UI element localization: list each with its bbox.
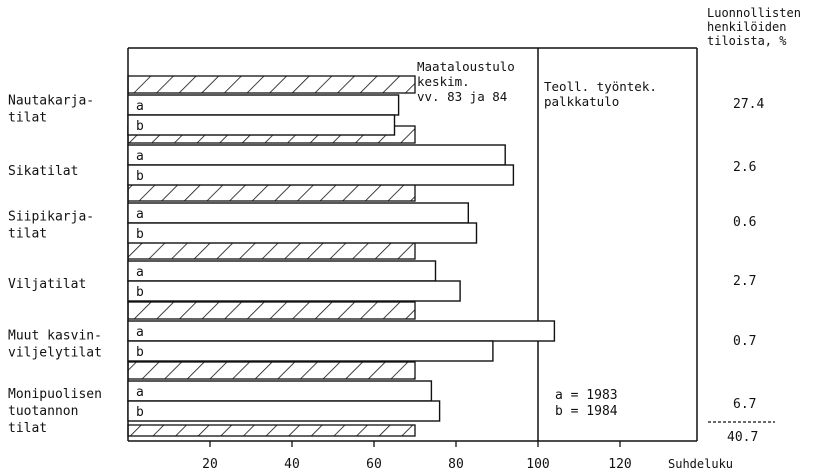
share-total: 40.7 xyxy=(727,430,758,445)
x-tick-label-80: 80 xyxy=(448,457,464,472)
legend-entry-1: b = 1984 xyxy=(555,404,618,419)
bar-a-2 xyxy=(127,202,469,224)
plot-area xyxy=(127,47,775,447)
share-header-0: Luonnollisten xyxy=(707,6,801,20)
reference-line-label-1: palkkatulo xyxy=(544,94,619,109)
x-tick-label-100: 100 xyxy=(526,457,549,472)
bar-b-5 xyxy=(127,400,441,422)
share-value-5: 6.7 xyxy=(733,397,756,412)
x-tick-label-20: 20 xyxy=(202,457,218,472)
reference-bar-3 xyxy=(127,241,416,260)
bar-letter-a-2: a xyxy=(136,207,144,222)
reference-bar-6 xyxy=(127,424,416,437)
x-tick-label-120: 120 xyxy=(608,457,631,472)
x-tick-label-40: 40 xyxy=(284,457,300,472)
share-value-3: 2.7 xyxy=(733,274,756,289)
bar-letter-b-4: b xyxy=(136,345,144,360)
bar-b-4 xyxy=(127,340,494,362)
bar-a-4 xyxy=(127,320,556,342)
share-value-0: 27.4 xyxy=(733,97,764,112)
category-label-2-1: tilat xyxy=(8,227,47,242)
category-label-0-0: Nautakarja- xyxy=(8,94,94,109)
bar-letter-b-2: b xyxy=(136,227,144,242)
share-value-1: 2.6 xyxy=(733,160,756,175)
bar-letter-b-3: b xyxy=(136,285,144,300)
share-header-1: henkilöiden xyxy=(707,20,786,34)
category-label-4-0: Muut kasvin- xyxy=(8,329,102,344)
x-axis-label: Suhdeluku xyxy=(668,457,733,471)
bar-a-3 xyxy=(127,260,437,282)
category-label-5-2: tilat xyxy=(8,421,47,436)
reference-line-label-0: Teoll. työntek. xyxy=(544,79,657,94)
share-value-4: 0.7 xyxy=(733,334,756,349)
bar-letter-a-0: a xyxy=(136,99,144,114)
bar-letter-b-5: b xyxy=(136,405,144,420)
bar-letter-a-3: a xyxy=(136,265,144,280)
category-label-4-1: viljelytilat xyxy=(8,346,102,361)
bar-a-5 xyxy=(127,380,433,402)
share-value-2: 0.6 xyxy=(733,215,756,230)
labels: 20 40 60 80 100 120 SuhdelukuababababababNauta… xyxy=(8,6,801,472)
bar-letter-a-5: a xyxy=(136,385,144,400)
reference-bar-label-1: keskim. xyxy=(417,74,470,89)
category-label-5-1: tuotannon xyxy=(8,404,78,419)
bar-letter-a-4: a xyxy=(136,325,144,340)
bar-b-1 xyxy=(127,164,515,186)
category-label-5-0: Monipuolisen xyxy=(8,387,102,402)
x-tick-label-60: 60 xyxy=(366,457,382,472)
category-label-0-1: tilat xyxy=(8,111,47,126)
bar-a-1 xyxy=(127,144,506,166)
reference-bar-label-2: vv. 83 ja 84 xyxy=(417,89,507,104)
bar-a-0 xyxy=(127,94,400,116)
bar-b-3 xyxy=(127,280,461,302)
category-label-2-0: Siipikarja- xyxy=(8,210,94,225)
reference-bar-2 xyxy=(127,183,416,202)
reference-bar-0 xyxy=(127,75,416,94)
share-header-2: tiloista, % xyxy=(707,34,787,48)
bar-letter-b-0: b xyxy=(136,119,144,134)
reference-bar-label-0: Maataloustulo xyxy=(417,59,515,74)
category-label-1-0: Sikatilat xyxy=(8,164,78,179)
bar-letter-b-1: b xyxy=(136,169,144,184)
reference-bar-4 xyxy=(127,301,416,320)
legend-entry-0: a = 1983 xyxy=(555,388,618,403)
reference-bar-5 xyxy=(127,361,416,380)
bar-letter-a-1: a xyxy=(136,149,144,164)
bar-b-2 xyxy=(127,222,478,244)
category-label-3-0: Viljatilat xyxy=(8,277,86,292)
bar-b-0 xyxy=(127,114,396,136)
